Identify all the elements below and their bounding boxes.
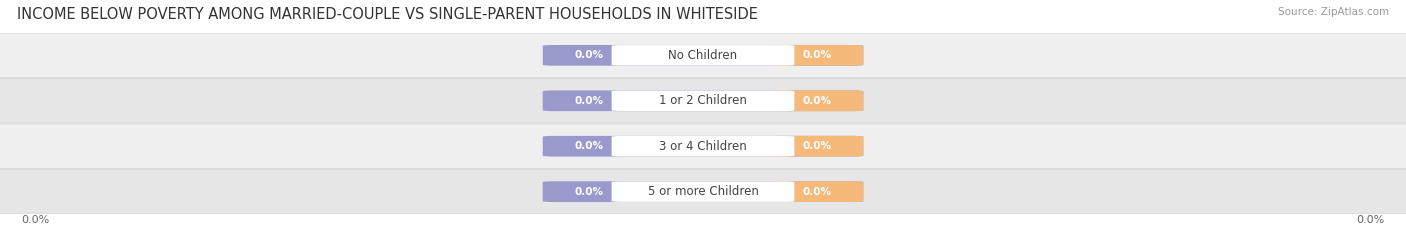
- Text: 0.0%: 0.0%: [803, 141, 832, 151]
- Text: 0.0%: 0.0%: [21, 215, 49, 225]
- Text: 5 or more Children: 5 or more Children: [648, 185, 758, 198]
- Text: No Children: No Children: [668, 49, 738, 62]
- FancyBboxPatch shape: [772, 136, 863, 157]
- FancyBboxPatch shape: [543, 90, 863, 111]
- Text: 0.0%: 0.0%: [803, 187, 832, 197]
- FancyBboxPatch shape: [0, 33, 1406, 78]
- Text: INCOME BELOW POVERTY AMONG MARRIED-COUPLE VS SINGLE-PARENT HOUSEHOLDS IN WHITESI: INCOME BELOW POVERTY AMONG MARRIED-COUPL…: [17, 7, 758, 22]
- FancyBboxPatch shape: [772, 90, 863, 111]
- FancyBboxPatch shape: [772, 45, 863, 66]
- FancyBboxPatch shape: [612, 182, 794, 202]
- Text: 3 or 4 Children: 3 or 4 Children: [659, 140, 747, 153]
- FancyBboxPatch shape: [0, 124, 1406, 168]
- Text: 0.0%: 0.0%: [803, 96, 832, 106]
- Text: 0.0%: 0.0%: [574, 187, 603, 197]
- FancyBboxPatch shape: [543, 136, 863, 157]
- FancyBboxPatch shape: [543, 45, 863, 66]
- FancyBboxPatch shape: [612, 45, 794, 65]
- Text: 0.0%: 0.0%: [574, 50, 603, 60]
- FancyBboxPatch shape: [612, 136, 794, 156]
- FancyBboxPatch shape: [772, 181, 863, 202]
- FancyBboxPatch shape: [0, 79, 1406, 123]
- Text: 0.0%: 0.0%: [1357, 215, 1385, 225]
- Text: 1 or 2 Children: 1 or 2 Children: [659, 94, 747, 107]
- Text: 0.0%: 0.0%: [803, 50, 832, 60]
- Text: 0.0%: 0.0%: [574, 96, 603, 106]
- FancyBboxPatch shape: [543, 181, 863, 202]
- Text: Source: ZipAtlas.com: Source: ZipAtlas.com: [1278, 7, 1389, 17]
- FancyBboxPatch shape: [0, 169, 1406, 214]
- Text: 0.0%: 0.0%: [574, 141, 603, 151]
- FancyBboxPatch shape: [612, 91, 794, 111]
